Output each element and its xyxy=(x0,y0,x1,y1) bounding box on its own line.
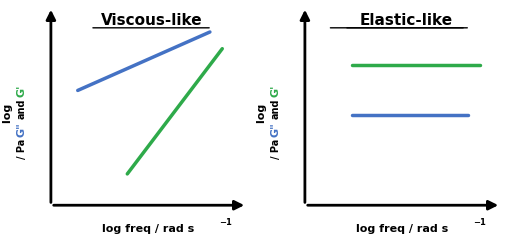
Text: −1: −1 xyxy=(473,218,486,227)
Text: Elastic-like: Elastic-like xyxy=(360,13,453,28)
Text: log freq / rad s: log freq / rad s xyxy=(102,224,194,234)
Text: / Pa: / Pa xyxy=(17,139,27,159)
Text: G': G' xyxy=(271,84,281,97)
Text: G': G' xyxy=(17,84,27,97)
Text: and: and xyxy=(17,99,27,120)
Text: G": G" xyxy=(271,123,281,138)
Text: log: log xyxy=(257,100,267,123)
Text: log: log xyxy=(3,100,13,123)
Text: Viscous-like: Viscous-like xyxy=(101,13,203,28)
Text: log freq / rad s: log freq / rad s xyxy=(356,224,448,234)
Text: −1: −1 xyxy=(219,218,232,227)
Text: G": G" xyxy=(17,123,27,138)
Text: and: and xyxy=(271,99,281,120)
Text: / Pa: / Pa xyxy=(271,139,281,159)
